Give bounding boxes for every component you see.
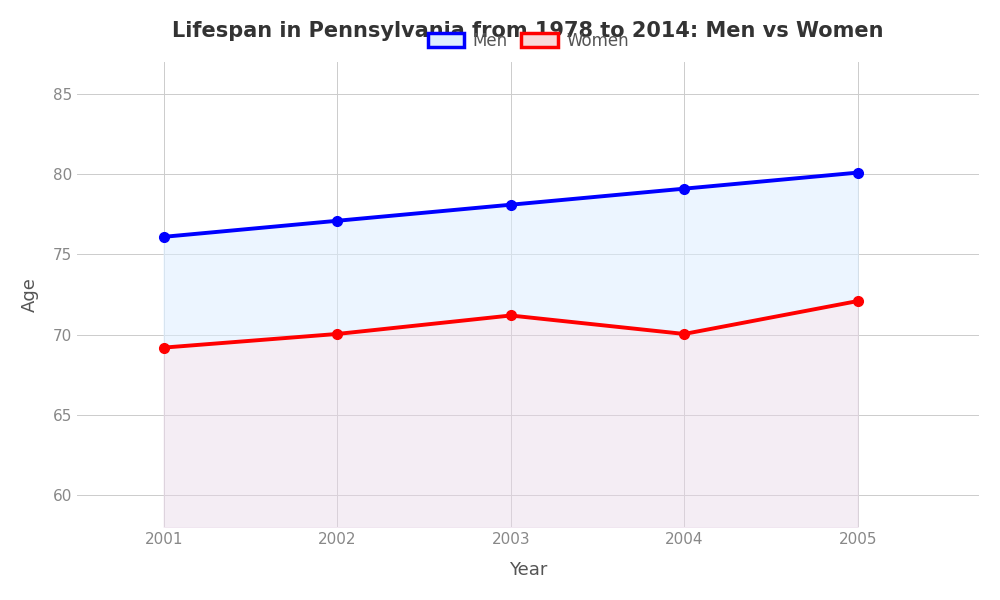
X-axis label: Year: Year xyxy=(509,561,547,579)
Legend: Men, Women: Men, Women xyxy=(419,23,637,58)
Y-axis label: Age: Age xyxy=(21,277,39,312)
Title: Lifespan in Pennsylvania from 1978 to 2014: Men vs Women: Lifespan in Pennsylvania from 1978 to 20… xyxy=(172,21,884,41)
